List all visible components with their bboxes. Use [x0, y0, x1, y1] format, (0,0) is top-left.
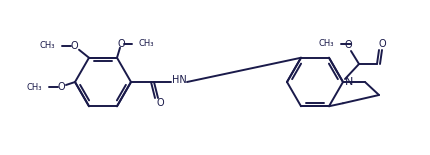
Text: CH₃: CH₃ — [40, 41, 55, 50]
Text: O: O — [344, 40, 351, 50]
Text: O: O — [377, 39, 385, 49]
Text: HN: HN — [171, 75, 186, 85]
Text: CH₃: CH₃ — [139, 39, 154, 48]
Text: CH₃: CH₃ — [318, 40, 333, 49]
Text: O: O — [156, 98, 163, 108]
Text: N: N — [344, 77, 353, 87]
Text: O: O — [57, 82, 64, 92]
Text: O: O — [117, 39, 125, 49]
Text: CH₃: CH₃ — [26, 82, 42, 91]
Text: O: O — [70, 41, 78, 51]
